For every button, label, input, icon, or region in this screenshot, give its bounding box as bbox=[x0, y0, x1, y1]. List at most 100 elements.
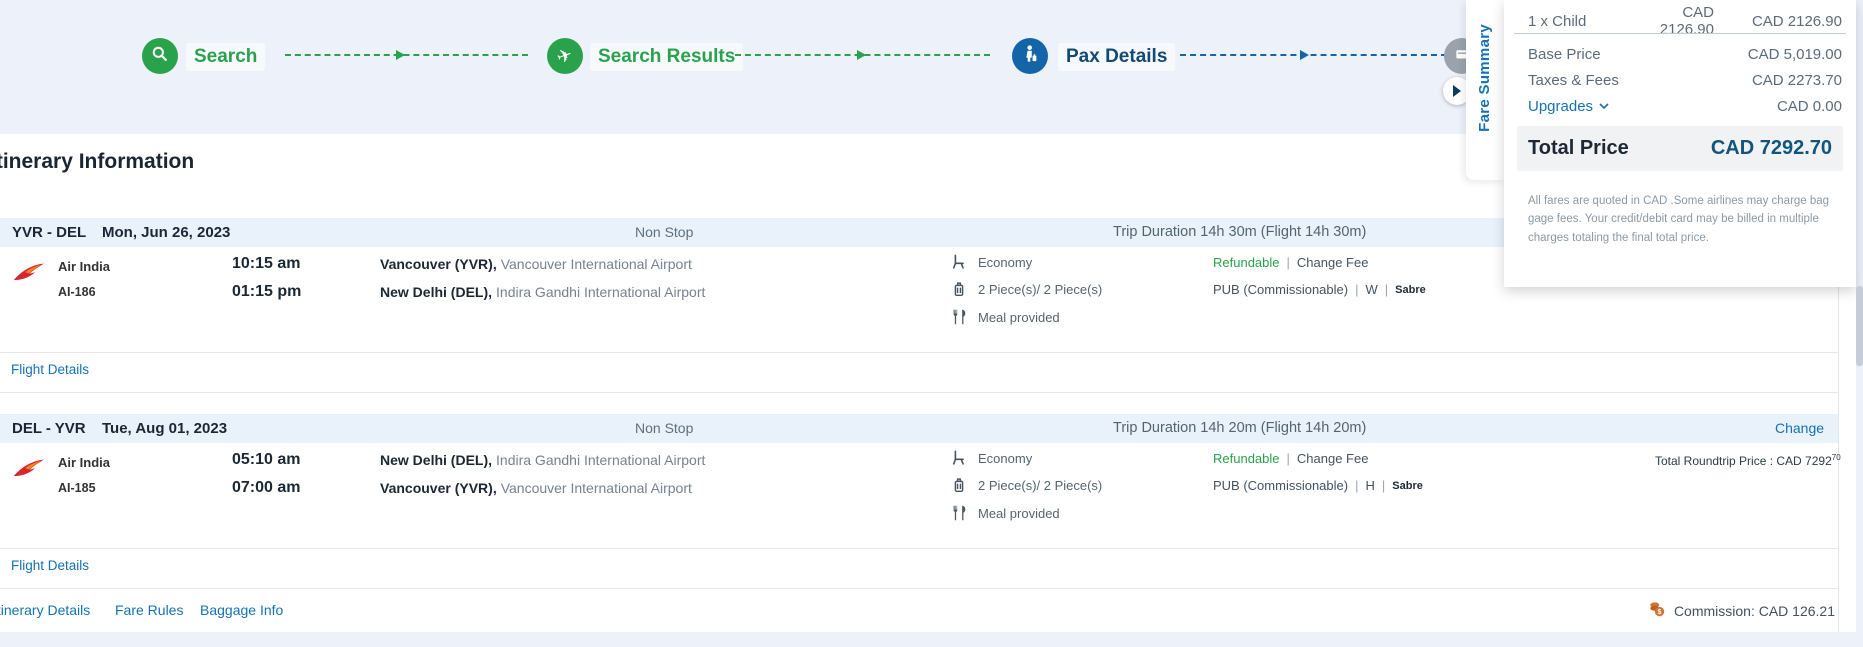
refundable-label: Refundable bbox=[1213, 255, 1280, 270]
taxes-fees-value: CAD 2273.70 bbox=[1751, 72, 1842, 89]
fare-type-label: PUB (Commissionable) bbox=[1213, 478, 1349, 493]
air-india-logo bbox=[12, 259, 46, 291]
chevron-right-icon bbox=[1453, 85, 1461, 97]
meal-label: Meal provided bbox=[978, 309, 1060, 325]
separator: | bbox=[1381, 478, 1386, 493]
taxes-fees-row: Taxes & Fees CAD 2273.70 bbox=[1528, 72, 1842, 89]
step-search-label[interactable]: Search bbox=[186, 43, 266, 71]
departure-airport-name: Indira Gandhi International Airport bbox=[496, 452, 706, 468]
arrival-airport-name: Indira Gandhi International Airport bbox=[496, 284, 706, 300]
arrival-city: Vancouver (YVR), bbox=[380, 480, 497, 496]
segment-2-flight-details-link[interactable]: Flight Details bbox=[11, 558, 90, 573]
arrival-airport-name: Vancouver International Airport bbox=[500, 480, 692, 496]
baggage-icon bbox=[950, 476, 968, 494]
change-fee-label: Change Fee bbox=[1296, 451, 1369, 466]
booking-class-label: H bbox=[1365, 478, 1375, 493]
departure-airport-name: Vancouver International Airport bbox=[500, 256, 692, 272]
meal-label: Meal provided bbox=[978, 505, 1060, 521]
segment-1-baggage: 2 Piece(s)/ 2 Piece(s) bbox=[950, 280, 1102, 298]
divider bbox=[0, 352, 1838, 353]
total-price-label: Total Price bbox=[1528, 137, 1629, 159]
passenger-icon bbox=[1021, 44, 1040, 68]
separator: | bbox=[1355, 478, 1359, 493]
segment-1-date: Mon, Jun 26, 2023 bbox=[102, 224, 231, 241]
segment-2-fare-type: PUB (Commissionable) | H | Sabre bbox=[1213, 478, 1423, 493]
page-title: Itinerary Information bbox=[0, 150, 195, 173]
segment-1-flight-row: Air India AI-186 10:15 am 01:15 pm Vanco… bbox=[0, 247, 1838, 352]
divider bbox=[0, 588, 1838, 589]
segment-2-stops: Non Stop bbox=[635, 420, 694, 436]
divider bbox=[0, 548, 1838, 549]
air-india-logo bbox=[12, 455, 46, 487]
step-pax-details-circle[interactable] bbox=[1012, 38, 1048, 74]
step-search-results-circle[interactable]: ✈ bbox=[547, 38, 583, 74]
segment-2-flight-number: AI-185 bbox=[58, 481, 96, 495]
total-price-row: Total Price CAD 7292.70 bbox=[1517, 126, 1843, 171]
segment-2-route: DEL - YVR bbox=[12, 420, 86, 437]
segment-2-duration: Trip Duration 14h 20m (Flight 14h 20m) bbox=[1113, 420, 1367, 436]
segment-2-departure-time: 05:10 am bbox=[232, 451, 301, 468]
step-pax-details-label[interactable]: Pax Details bbox=[1058, 43, 1176, 71]
upgrades-label: Upgrades bbox=[1528, 98, 1594, 115]
meal-icon bbox=[950, 308, 968, 326]
search-icon bbox=[150, 44, 170, 69]
segment-2-meal: Meal provided bbox=[950, 504, 1060, 522]
vertical-scrollbar-thumb[interactable] bbox=[1856, 286, 1863, 366]
segment-1-flight-number: AI-186 bbox=[58, 285, 96, 299]
baggage-icon bbox=[950, 280, 968, 298]
payment-card-icon bbox=[1453, 45, 1471, 68]
segment-2-flight-row: Air India AI-185 05:10 am 07:00 am New D… bbox=[0, 443, 1841, 548]
fare-type-label: PUB (Commissionable) bbox=[1213, 282, 1349, 297]
base-price-row: Base Price CAD 5,019.00 bbox=[1528, 46, 1842, 63]
separator: | bbox=[1355, 282, 1359, 297]
seat-icon bbox=[950, 253, 968, 271]
gds-source-label: Sabre bbox=[1395, 283, 1426, 296]
fare-divider bbox=[1514, 33, 1846, 34]
change-fee-label: Change Fee bbox=[1296, 255, 1369, 270]
booking-class-label: W bbox=[1365, 282, 1378, 297]
stepper-arrow-1 bbox=[396, 50, 405, 60]
fare-rules-link[interactable]: Fare Rules bbox=[115, 602, 184, 618]
stepper-connector-1 bbox=[285, 54, 528, 56]
baggage-label: 2 Piece(s)/ 2 Piece(s) bbox=[978, 477, 1103, 493]
gds-source-label: Sabre bbox=[1392, 479, 1423, 492]
upgrades-link[interactable]: Upgrades bbox=[1528, 98, 1609, 115]
segment-1-stops: Non Stop bbox=[635, 224, 694, 240]
separator: | bbox=[1384, 282, 1389, 297]
base-price-label: Base Price bbox=[1528, 46, 1601, 63]
total-price-value: CAD 7292.70 bbox=[1710, 137, 1832, 159]
baggage-info-link[interactable]: Baggage Info bbox=[200, 602, 284, 618]
segment-1-departure-time: 10:15 am bbox=[232, 255, 301, 272]
coins-icon: $ bbox=[1648, 600, 1666, 621]
segment-2-change-link[interactable]: Change bbox=[1775, 420, 1825, 436]
card-right-border bbox=[1838, 134, 1839, 632]
fare-summary-tab[interactable]: Fare Summary bbox=[1466, 0, 1505, 180]
stepper-connector-3 bbox=[1180, 54, 1447, 56]
cabin-label: Economy bbox=[978, 254, 1033, 270]
taxes-fees-label: Taxes & Fees bbox=[1528, 72, 1619, 89]
separator: | bbox=[1286, 255, 1290, 270]
upgrades-value: CAD 0.00 bbox=[1776, 98, 1842, 115]
segment-2-baggage: 2 Piece(s)/ 2 Piece(s) bbox=[950, 476, 1102, 494]
step-search-results-label[interactable]: Search Results bbox=[590, 43, 744, 71]
segment-2-header: DEL - YVR Tue, Aug 01, 2023 Non Stop Tri… bbox=[0, 414, 1838, 443]
stepper-arrow-2 bbox=[857, 50, 866, 60]
commission-text: Commission: CAD 126.21 bbox=[1673, 602, 1835, 619]
departure-city: Vancouver (YVR), bbox=[380, 256, 497, 272]
total-roundtrip-price: Total Roundtrip Price : CAD 729270 bbox=[1655, 453, 1841, 468]
pax-type-label: 1 x Child bbox=[1528, 12, 1587, 30]
segment-1-airline: Air India bbox=[58, 259, 111, 274]
separator: | bbox=[1286, 451, 1290, 466]
step-search-circle[interactable] bbox=[142, 38, 178, 74]
itinerary-details-link[interactable]: Itinerary Details bbox=[0, 602, 91, 618]
segment-1-flight-details-link[interactable]: Flight Details bbox=[11, 362, 90, 377]
roundtrip-price-decimals: 70 bbox=[1831, 453, 1841, 462]
cabin-label: Economy bbox=[978, 450, 1033, 466]
segment-1-arrival-airport: New Delhi (DEL), Indira Gandhi Internatio… bbox=[380, 284, 705, 302]
meal-icon bbox=[950, 504, 968, 522]
plane-icon: ✈ bbox=[554, 44, 576, 68]
segment-1-departure-airport: Vancouver (YVR), Vancouver International … bbox=[380, 256, 692, 274]
base-price-value: CAD 5,019.00 bbox=[1747, 46, 1842, 63]
fare-summary-tab-label: Fare Summary bbox=[1476, 24, 1493, 132]
